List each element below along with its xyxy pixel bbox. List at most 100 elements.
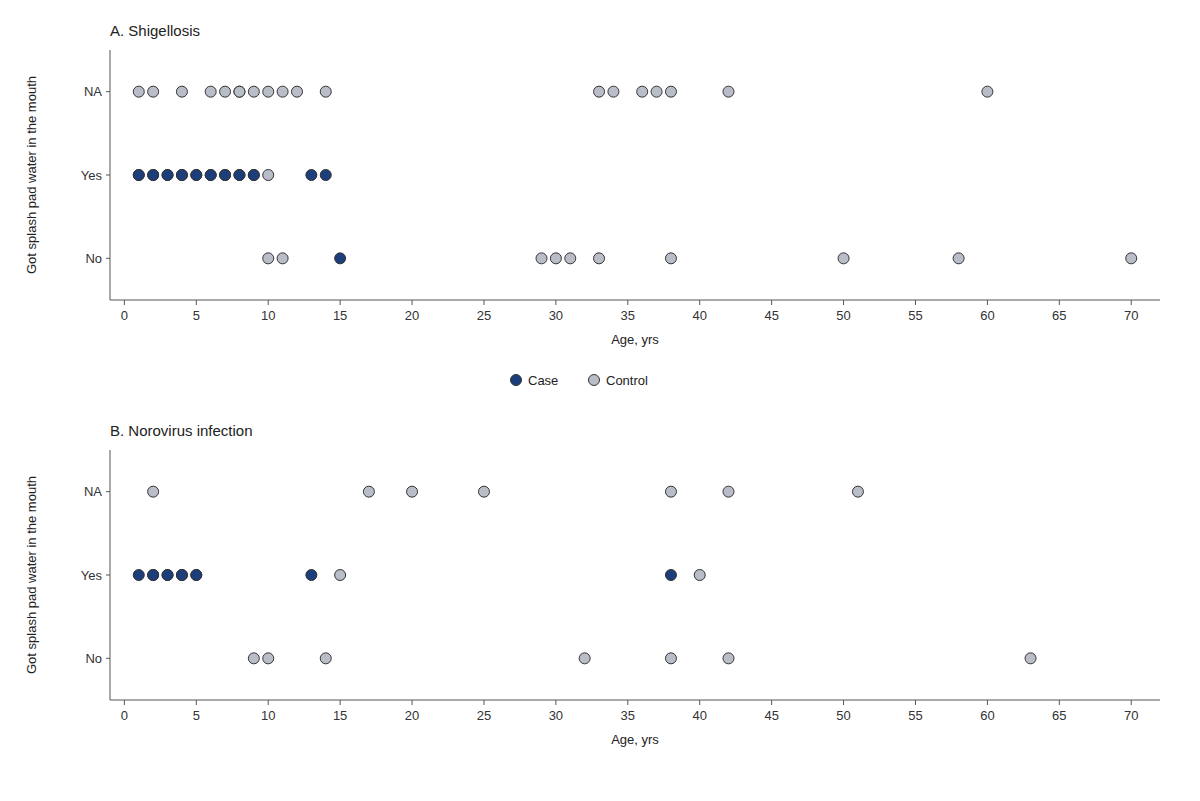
point [594,86,605,97]
x-tick-label: 35 [621,708,635,723]
point [191,170,202,181]
title: B. Norovirus infection [110,422,253,439]
point [982,86,993,97]
x-tick-label: 30 [549,308,563,323]
panel: A. Shigellosis05101520253035404550556065… [24,22,1160,347]
point [536,253,547,264]
x-tick [340,300,341,305]
point [263,170,274,181]
point [637,86,648,97]
x-tick-label: 20 [405,708,419,723]
point [335,253,346,264]
y-tick-label: NA [84,84,102,99]
y-tick-label: No [85,651,102,666]
point [248,653,259,664]
x-tick [483,700,484,705]
point [205,86,216,97]
point [205,170,216,181]
point [148,486,159,497]
x-tick-label: 70 [1124,308,1138,323]
legend-marker [589,375,600,386]
point [665,653,676,664]
point [694,570,705,581]
x-tick [1059,300,1060,305]
title: A. Shigellosis [110,22,200,39]
legend-marker [511,375,522,386]
marks [133,86,1136,264]
point [148,170,159,181]
point [162,170,173,181]
point [723,486,734,497]
point [594,253,605,264]
x-tick-label: 60 [980,708,994,723]
y-tick [106,175,110,176]
legend-label: Control [606,373,648,388]
x-tick-label: 30 [549,708,563,723]
y-tick-label: NA [84,484,102,499]
x-tick [1131,700,1132,705]
x-tick [555,700,556,705]
point [148,170,159,181]
point [565,253,576,264]
x-tick [1131,300,1132,305]
point [407,486,418,497]
point [263,86,274,97]
panel: B. Norovirus infection051015202530354045… [24,422,1160,747]
y-axis-label: Got splash pad water in the mouth [24,76,39,274]
x-tick [771,300,772,305]
x-tick-label: 55 [908,708,922,723]
point [234,86,245,97]
point [148,570,159,581]
point [291,86,302,97]
x-tick [412,300,413,305]
x-tick-label: 55 [908,308,922,323]
point [608,86,619,97]
x-tick [412,700,413,705]
x-tick [627,300,628,305]
x-tick [843,300,844,305]
point [306,170,317,181]
point [191,170,202,181]
x-axis-line [110,300,1160,301]
point [234,170,245,181]
point [277,253,288,264]
x-axis-label: Age, yrs [611,332,659,347]
x-tick-label: 70 [1124,708,1138,723]
x-tick-label: 60 [980,308,994,323]
x-tick [699,700,700,705]
y-tick-label: Yes [81,568,103,583]
x-tick-label: 5 [193,308,200,323]
x-tick [987,700,988,705]
x-tick-label: 50 [836,708,850,723]
x-tick-label: 45 [764,708,778,723]
y-tick [106,658,110,659]
x-tick-label: 40 [692,708,706,723]
point [723,86,734,97]
x-tick-label: 25 [477,308,491,323]
point [133,170,144,181]
x-tick [843,700,844,705]
x-tick-label: 5 [193,708,200,723]
point [723,653,734,664]
x-axis-label: Age, yrs [611,732,659,747]
point [478,486,489,497]
x-tick [340,700,341,705]
point [133,86,144,97]
legend-label: Case [528,373,558,388]
point [133,170,144,181]
x-tick-label: 25 [477,708,491,723]
x-tick [124,300,125,305]
point [162,170,173,181]
point [550,253,561,264]
point [148,570,159,581]
x-tick [699,300,700,305]
point [665,86,676,97]
y-tick [106,575,110,576]
point [220,170,231,181]
point [162,570,173,581]
x-tick-label: 50 [836,308,850,323]
x-tick [1059,700,1060,705]
point [665,253,676,264]
point [205,170,216,181]
point [162,570,173,581]
